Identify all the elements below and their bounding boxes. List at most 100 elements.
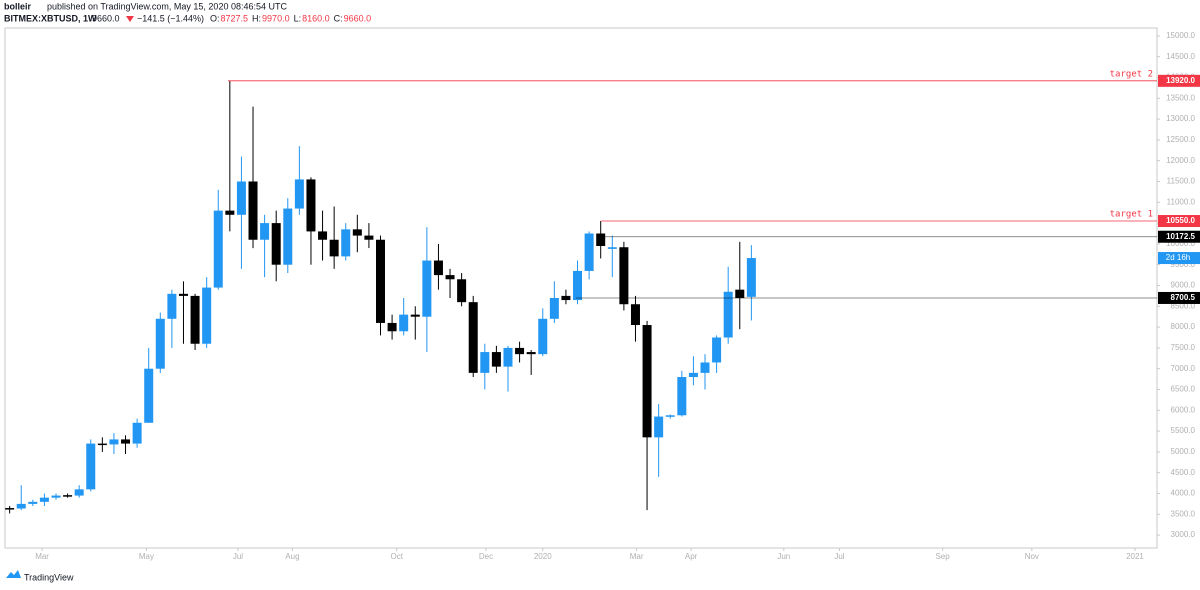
candle-body [503, 347, 513, 367]
candle-body [352, 229, 362, 236]
level-tag [1158, 291, 1200, 304]
y-tick-label: 5500.0 [1171, 426, 1196, 435]
candle-body [271, 223, 281, 265]
candle-body [712, 337, 722, 363]
y-tick-label: 4000.0 [1171, 489, 1196, 498]
level-text: target 2 [1110, 69, 1153, 79]
candle-body [283, 208, 293, 265]
published: published on TradingView.com, May 15, 20… [47, 1, 287, 11]
level-label: 10172.5 [1166, 232, 1195, 241]
countdown-label: 2d 16h [1166, 253, 1190, 262]
candle-body [306, 179, 316, 232]
candle-body [491, 352, 501, 367]
x-tick-label: Aug [285, 552, 299, 561]
candle-body [39, 497, 49, 502]
candle-body [202, 287, 212, 344]
candle-body [677, 377, 687, 416]
candle-body [526, 352, 536, 355]
y-tick-label: 6500.0 [1171, 385, 1196, 394]
level-label: 8700.5 [1171, 293, 1196, 302]
last-price: 9660.0 [92, 13, 120, 23]
candle-body [422, 260, 432, 317]
candle-body [584, 233, 594, 271]
candle-body [573, 270, 583, 301]
x-tick-label: 2020 [534, 552, 552, 561]
candle-body [410, 314, 420, 317]
candle-body [51, 495, 61, 498]
candle-body [399, 314, 409, 332]
candle-body [329, 239, 339, 257]
x-tick-label: Mar [35, 552, 49, 561]
candle-body [642, 325, 652, 438]
candle-body [132, 422, 142, 444]
candle-body [97, 443, 107, 446]
candle-body [16, 503, 26, 509]
y-tick-label: 7000.0 [1171, 364, 1196, 373]
ohlc-key: L: [294, 13, 302, 23]
candle-body [225, 210, 235, 215]
candle-body [445, 275, 455, 280]
candle-body [376, 239, 386, 323]
ohlc-key: O: [210, 13, 220, 23]
y-tick-label: 13500.0 [1166, 93, 1195, 102]
candle-body [654, 416, 664, 438]
y-tick-label: 4500.0 [1171, 468, 1196, 477]
level-label: 13920.0 [1166, 76, 1195, 85]
x-tick-label: Nov [1025, 552, 1039, 561]
y-tick-label: 5000.0 [1171, 447, 1196, 456]
y-tick-label: 9000.0 [1171, 281, 1196, 290]
candle-body [665, 415, 675, 417]
candle-body [121, 439, 131, 444]
candle-body [457, 279, 467, 303]
y-tick-label: 15000.0 [1166, 31, 1195, 40]
candle-body [167, 293, 177, 319]
candle-body [596, 233, 606, 246]
y-tick-label: 11500.0 [1167, 177, 1196, 186]
level-text: target 1 [1110, 210, 1153, 220]
level-tag [1158, 230, 1200, 243]
y-tick-label: 7500.0 [1171, 343, 1196, 352]
candle-body [109, 439, 119, 445]
candle-body [5, 508, 15, 510]
x-tick-label: 2021 [1126, 552, 1144, 561]
candle-body [688, 372, 698, 378]
level-label: 10550.0 [1166, 216, 1195, 225]
candle-body [619, 247, 629, 305]
candle-body [364, 235, 374, 240]
ohlc-key: C: [334, 13, 343, 23]
symbol: BITMEX:XBTUSD, 1W [4, 13, 97, 23]
x-tick-label: Mar [630, 552, 644, 561]
x-tick-label: Dec [479, 552, 493, 561]
footer: TradingView [24, 572, 74, 582]
y-tick-label: 11000.0 [1167, 197, 1196, 206]
candle-body [630, 304, 640, 326]
y-tick-label: 9500.0 [1171, 260, 1196, 269]
ohlc-value: 9660.0 [344, 13, 372, 23]
y-tick-label: 6000.0 [1171, 405, 1196, 414]
candle-body [700, 362, 710, 373]
candle-body [28, 501, 38, 504]
candle-body [538, 318, 548, 355]
candle-body [178, 293, 188, 296]
x-tick-label: Sep [935, 552, 950, 561]
ohlc-group: O: 8727.5 H: 9970.0 L: 8160.0 C: 9660.0 [210, 13, 371, 23]
candle-body [480, 352, 490, 373]
candle-body [318, 231, 328, 240]
candle-body [735, 289, 745, 298]
level-tag [1158, 74, 1200, 87]
candle-body [723, 291, 733, 338]
change: −141.5 (−1.44%) [137, 13, 204, 23]
publisher: bolleir [4, 1, 32, 11]
candle-body [155, 318, 165, 369]
candle-body [549, 297, 559, 319]
x-tick-label: Oct [390, 552, 403, 561]
x-tick-label: Apr [685, 552, 698, 561]
y-tick-label: 3500.0 [1171, 509, 1196, 518]
x-tick-label: Jul [233, 552, 243, 561]
candle-body [248, 181, 258, 240]
y-tick-label: 3000.0 [1171, 530, 1196, 539]
candle-body [607, 247, 617, 249]
countdown-tag [1158, 252, 1200, 265]
y-tick-label: 12500.0 [1166, 135, 1195, 144]
